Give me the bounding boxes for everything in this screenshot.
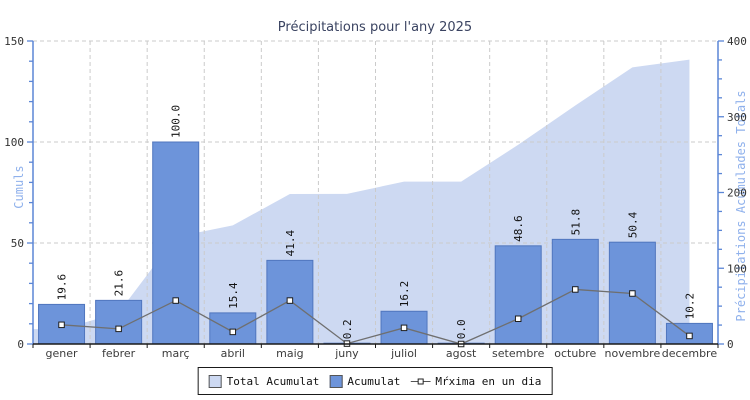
bar-value-label: 0.2 [341,319,354,339]
x-tick-label-maig: maig [276,347,304,360]
x-tick-label-juliol: juliol [390,347,417,360]
left-tick-label: 150 [4,35,24,48]
left-tick-label: 100 [4,136,24,149]
x-tick-label-setembre: setembre [492,347,545,360]
right-tick-label: 300 [727,111,747,124]
max-line [61,288,690,345]
line-marker-icon [410,378,431,384]
legend-label-maxima: Mŕxima en un dia [435,374,542,388]
x-tick-label-febrer: febrer [102,347,136,360]
x-tick-label-decembre: decembre [662,347,718,360]
bar-value-label: 16.2 [398,281,411,308]
bar-abril [209,312,257,345]
legend-item-acumulat: Acumulat [329,374,401,388]
x-tick-label-abril: abril [221,347,245,360]
x-tick-label-octubre: octubre [554,347,596,360]
acumulat-swatch-icon [329,374,343,388]
bar-setembre [494,245,542,345]
bar-value-label: 48.6 [512,215,525,242]
right-tick-label: 200 [727,187,747,200]
bar-març [152,141,200,345]
legend-item-maxima: Mŕxima en un dia [410,375,541,388]
bar-value-label: 50.4 [626,211,639,238]
bar-value-label: 41.4 [284,230,297,257]
right-axis-title: Précipitations Acumulades Totals [734,90,748,321]
x-tick-label-novembre: novembre [605,347,661,360]
legend-label-acumulat: Acumulat [347,374,401,388]
max-marker [115,325,122,333]
x-tick-label-agost: agost [446,347,477,360]
chart-title: Précipitations pour l'any 2025 [278,20,472,35]
left-axis-title: Cumuls [12,165,26,208]
bar-value-label: 19.6 [56,274,69,301]
x-tick-label-juny: juny [334,347,359,360]
max-marker [686,332,693,340]
max-marker [514,315,522,322]
max-marker [400,324,408,332]
bar-value-label: 10.2 [683,293,696,320]
right-tick-label: 400 [727,35,747,48]
right-tick-label: 0 [727,338,734,351]
left-tick-label: 0 [17,338,24,351]
left-tick-label: 50 [11,237,24,250]
max-marker [58,321,65,329]
bar-value-label: 51.8 [569,209,582,236]
x-tick-label-gener: gener [46,347,78,360]
max-marker [172,297,179,304]
bar-value-label: 0.0 [455,319,468,339]
plot-area: 19.6 21.6 100.0 15.4 41.4 0.2 16.2 0.0 48.6 51.8 5… [4,35,747,360]
legend: Total Acumulat Acumulat Mŕxima en un dia [197,367,553,395]
bar-value-label: 100.0 [170,105,183,138]
max-marker [572,286,579,293]
x-tick-label-març: març [162,347,190,360]
total-acumulat-swatch-icon [208,374,222,388]
bar-febrer [95,299,143,345]
max-marker [229,328,237,336]
bar-value-label: 21.6 [113,270,126,297]
max-marker [629,290,636,297]
max-marker [286,297,294,304]
legend-item-total-acumulat: Total Acumulat [208,374,320,388]
bar-value-label: 15.4 [227,282,240,309]
right-tick-label: 100 [727,262,747,275]
legend-label-total-acumulat: Total Acumulat [226,374,320,388]
